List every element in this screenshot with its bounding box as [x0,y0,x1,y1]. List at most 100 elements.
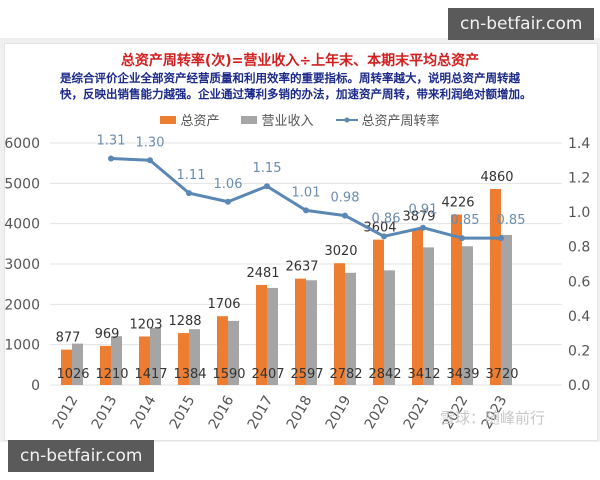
label-total-assets: 4860 [480,170,513,185]
bar-total-assets [412,228,423,385]
bar-total-assets [100,345,111,385]
bar-total-assets [61,349,72,385]
x-axis-label: 2019 [323,393,355,432]
chart-legend: 总资产 营业收入 总资产周转率 [0,110,600,129]
legend-item-revenue: 营业收入 [241,110,314,129]
turnover-point [459,235,465,242]
label-total-assets: 1203 [129,317,162,332]
right-axis-tick: 1.4 [568,136,590,152]
label-revenue: 3412 [407,367,440,382]
legend-line-turnover-icon [335,117,358,122]
watermark-bottom: cn-betfair.com [8,440,155,472]
right-axis-tick: 0.2 [568,343,590,359]
turnover-point [420,224,426,231]
label-total-assets: 969 [95,327,120,342]
left-axis-tick: 0 [31,378,40,394]
turnover-point [147,157,153,164]
label-turnover: 0.85 [451,213,480,228]
turnover-point [108,155,114,162]
right-axis-tick: 0.8 [568,240,590,256]
bar-total-assets [139,336,150,385]
bar-revenue [384,270,395,385]
legend-label-revenue: 营业收入 [261,114,314,129]
label-revenue: 1417 [134,367,167,382]
bar-total-assets [334,263,345,385]
turnover-point [303,207,309,214]
x-axis-label: 2020 [362,393,394,432]
chart-subtitle-line1: 是综合评价企业全部资产经营质量和利用效率的重要指标。周转率越大，说明总资产周转越 [60,71,520,85]
bar-revenue [228,320,239,385]
legend-item-assets: 总资产 [160,110,219,129]
legend-label-assets: 总资产 [180,114,220,129]
label-total-assets: 3604 [363,221,396,236]
label-revenue: 3720 [485,367,518,382]
legend-swatch-assets [160,115,177,124]
turnover-point [342,212,348,219]
bar-total-assets [373,239,384,385]
bar-revenue [306,280,317,385]
legend-swatch-revenue [241,115,258,124]
label-turnover: 1.31 [97,134,126,149]
label-revenue: 1384 [173,367,206,382]
x-axis-label: 2021 [401,393,433,432]
label-revenue: 2597 [290,367,323,382]
label-turnover: 0.85 [497,213,526,228]
label-revenue: 3439 [446,367,479,382]
right-axis-tick: 0.6 [568,274,590,290]
bar-revenue [267,287,278,385]
bar-revenue [111,336,122,385]
label-revenue: 1210 [95,367,128,382]
bar-total-assets [178,333,189,385]
bar-revenue [462,246,473,385]
label-turnover: 1.11 [177,168,206,183]
x-axis-label: 2017 [245,393,277,432]
x-axis-label: 2016 [206,393,238,432]
bar-total-assets [217,316,228,385]
credit-watermark: 雪球：随峰前行 [440,409,546,427]
bar-revenue [423,247,434,385]
label-revenue: 1590 [212,367,245,382]
x-axis-label: 2014 [128,393,160,432]
right-axis-tick: 0.0 [568,378,590,394]
label-total-assets: 2481 [246,266,279,281]
label-revenue: 2782 [329,367,362,382]
label-total-assets: 3020 [324,244,357,259]
bar-total-assets [451,214,462,385]
legend-item-turnover: 总资产周转率 [335,110,440,129]
bar-revenue [189,329,200,385]
bar-total-assets [295,278,306,385]
label-turnover: 1.15 [253,161,282,176]
watermark-top: cn-betfair.com [448,8,595,40]
label-turnover: 0.98 [331,191,360,206]
left-axis-tick: 4000 [4,217,40,233]
label-turnover: 0.91 [409,203,438,218]
label-revenue: 1026 [56,367,89,382]
label-turnover: 0.86 [372,211,401,226]
label-total-assets: 1288 [168,314,201,329]
bar-revenue [345,272,356,385]
label-total-assets: 1706 [207,297,240,312]
turnover-point [381,233,387,240]
bar-revenue [72,343,83,385]
x-axis-label: 2013 [89,393,121,432]
turnover-point [264,183,270,190]
legend-label-turnover: 总资产周转率 [361,114,440,129]
chart-title: 总资产周转率(次)=营业收入÷上年末、本期末平均总资产 [120,53,480,69]
label-revenue: 2842 [368,367,401,382]
label-turnover: 1.01 [292,185,321,200]
right-axis-tick: 1.0 [568,205,590,221]
x-axis-label: 2015 [167,393,199,432]
label-turnover: 1.06 [214,177,243,192]
label-total-assets: 4226 [441,196,474,211]
left-axis-tick: 5000 [4,176,40,192]
left-axis-tick: 6000 [4,136,40,152]
label-revenue: 2407 [251,367,284,382]
right-axis-tick: 0.4 [568,309,590,325]
left-axis-tick: 1000 [4,338,40,354]
x-axis-label: 2012 [50,393,82,432]
bar-revenue [150,327,161,385]
turnover-point [186,190,192,197]
x-axis-label: 2018 [284,393,316,432]
bar-total-assets [256,284,267,385]
